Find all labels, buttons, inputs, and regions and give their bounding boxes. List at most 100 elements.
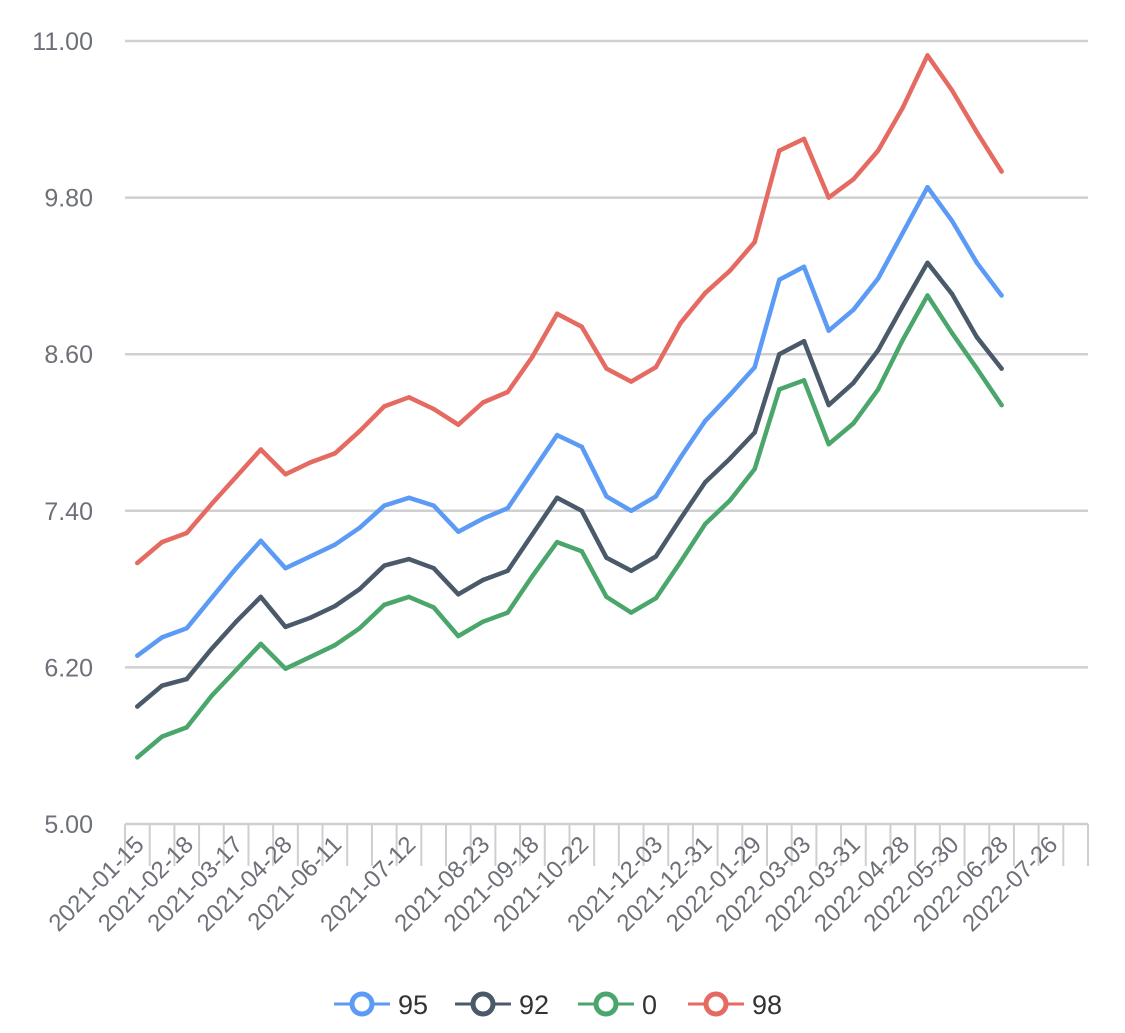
data-point	[159, 635, 165, 640]
series-line-95	[135, 184, 1004, 658]
data-point	[801, 338, 807, 344]
data-point	[307, 654, 313, 660]
data-point	[949, 88, 955, 93]
data-point	[209, 596, 214, 601]
data-point	[307, 554, 313, 559]
legend-item-95[interactable]: 95	[334, 990, 428, 1020]
data-point	[456, 592, 461, 597]
data-point	[184, 626, 189, 631]
data-point	[209, 646, 214, 652]
data-point	[233, 619, 239, 624]
data-point	[900, 230, 906, 236]
data-point	[505, 389, 510, 395]
data-point	[332, 451, 338, 456]
data-point	[801, 136, 807, 142]
data-point	[703, 521, 708, 527]
data-point	[949, 331, 955, 336]
data-point	[382, 563, 387, 568]
data-point	[406, 556, 412, 562]
data-point	[703, 290, 708, 296]
data-point	[875, 348, 881, 353]
y-tick-label: 9.80	[44, 185, 93, 213]
data-point	[727, 498, 733, 503]
data-point	[999, 366, 1004, 371]
data-point	[974, 335, 980, 340]
data-point	[554, 539, 560, 545]
y-tick-label: 8.60	[44, 341, 93, 369]
data-point	[406, 594, 412, 600]
data-point	[209, 502, 214, 507]
data-point	[678, 559, 683, 564]
data-point	[752, 365, 757, 370]
data-point	[653, 365, 659, 370]
data-point	[554, 311, 560, 316]
data-point	[579, 508, 585, 513]
data-point	[332, 603, 338, 609]
data-point	[999, 402, 1004, 408]
data-point	[875, 387, 881, 392]
data-point	[456, 422, 461, 427]
data-point	[283, 472, 288, 477]
data-point	[258, 641, 264, 647]
data-point	[431, 503, 436, 508]
data-point	[554, 432, 560, 438]
data-point	[653, 596, 659, 601]
data-point	[480, 577, 486, 583]
data-point	[628, 568, 634, 574]
data-point	[703, 479, 708, 485]
data-point	[851, 307, 856, 313]
data-point	[233, 566, 239, 571]
data-point	[382, 404, 387, 409]
data-point	[826, 402, 831, 408]
data-point	[530, 354, 535, 360]
data-point	[307, 615, 313, 621]
data-point	[480, 516, 486, 521]
data-point	[431, 605, 436, 610]
data-point	[233, 667, 239, 673]
data-point	[530, 532, 535, 537]
legend-item-92[interactable]: 92	[455, 990, 549, 1020]
data-point	[480, 400, 486, 405]
data-point	[604, 594, 609, 600]
data-point	[826, 328, 831, 333]
data-point	[875, 276, 881, 281]
data-point	[777, 352, 782, 357]
data-point	[826, 442, 831, 447]
legend-marker-icon	[470, 991, 496, 1017]
data-point	[752, 466, 757, 472]
data-point	[505, 505, 510, 511]
data-point	[974, 260, 980, 266]
legend[interactable]: 95 92 0 98	[334, 990, 782, 1020]
legend-label: 98	[752, 990, 782, 1020]
data-point	[579, 549, 585, 554]
data-point	[949, 218, 955, 224]
x-axis: 2021-01-152021-02-182021-03-172021-04-28…	[44, 822, 1089, 937]
data-point	[900, 303, 906, 309]
data-point	[579, 324, 585, 329]
data-point	[332, 542, 338, 547]
data-point	[357, 525, 362, 530]
legend-label: 92	[519, 990, 549, 1020]
data-point	[530, 573, 535, 579]
data-point	[752, 430, 757, 435]
data-point	[258, 594, 264, 600]
legend-item-98[interactable]: 98	[688, 990, 782, 1020]
data-point	[777, 148, 782, 153]
data-point	[159, 734, 165, 739]
data-point	[925, 293, 930, 298]
data-point	[233, 474, 239, 480]
data-point	[258, 447, 264, 452]
data-point	[530, 469, 535, 474]
data-point	[974, 366, 980, 371]
data-point	[653, 554, 659, 559]
data-point	[678, 320, 683, 326]
legend-item-0[interactable]: 0	[578, 990, 657, 1020]
data-point	[357, 586, 362, 592]
data-point	[283, 666, 288, 671]
data-point	[752, 239, 757, 245]
data-point	[801, 378, 807, 383]
legend-marker-icon	[593, 991, 619, 1017]
data-point	[974, 130, 980, 135]
